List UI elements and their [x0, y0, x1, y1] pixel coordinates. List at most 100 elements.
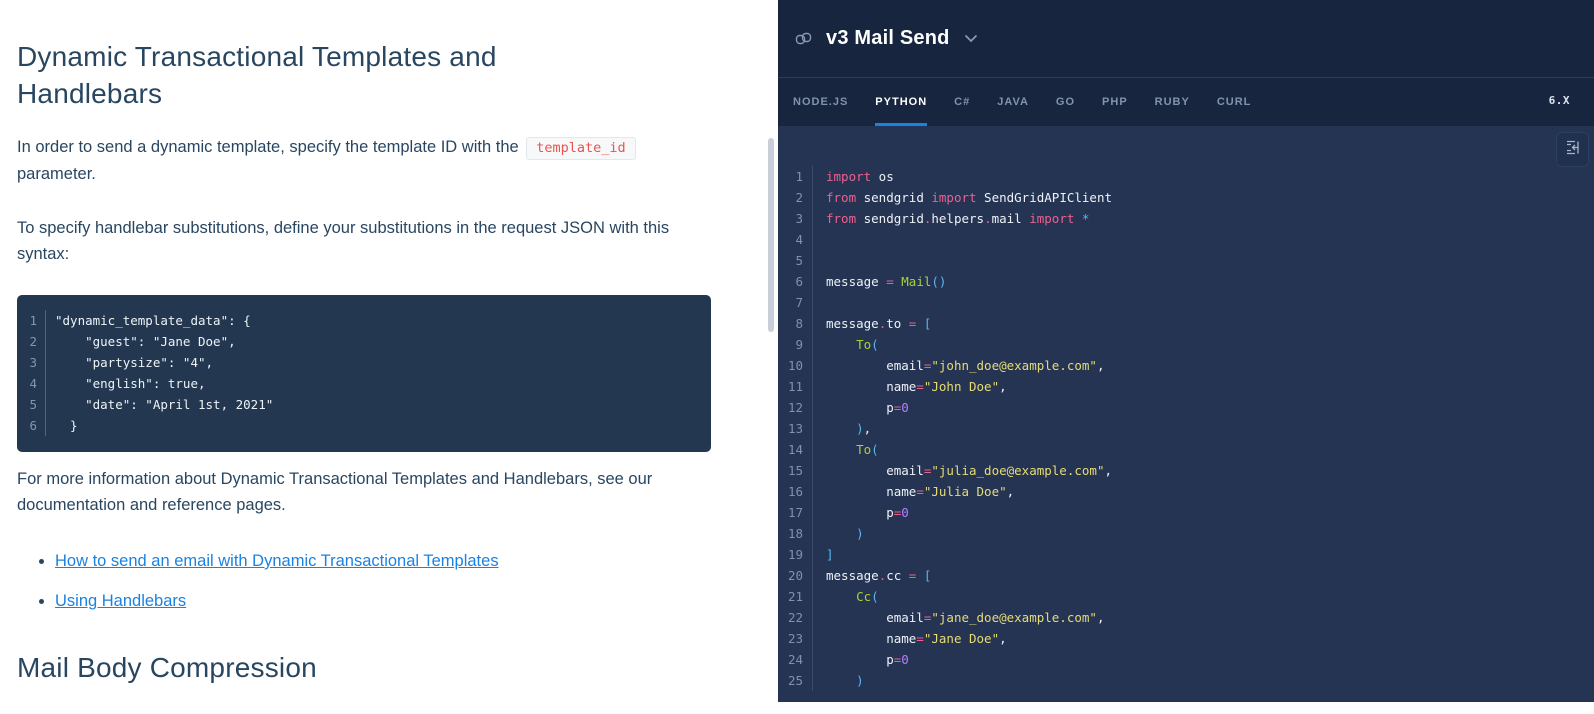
code-line: 4 "english": true,	[17, 373, 711, 394]
scrollbar-thumb[interactable]	[768, 138, 774, 332]
code-line: 18 )	[778, 523, 1594, 544]
code-text: p=0	[812, 649, 909, 670]
code-line: 4	[778, 229, 1594, 250]
page-title: Dynamic Transactional Templates and Hand…	[17, 41, 497, 109]
version-label[interactable]: 6.X	[1548, 94, 1570, 107]
doc-link-item: Using Handlebars	[55, 588, 736, 614]
example-selector[interactable]: v3 Mail Send	[795, 27, 978, 50]
doc-link[interactable]: Using Handlebars	[55, 592, 187, 610]
code-line: 7	[778, 292, 1594, 313]
code-text	[812, 250, 834, 271]
line-number: 1	[29, 313, 37, 328]
code-panel-header: v3 Mail Send	[778, 0, 1594, 78]
line-number: 8	[795, 316, 803, 331]
line-number: 14	[787, 442, 803, 457]
line-number: 5	[795, 253, 803, 268]
code-line: 19]	[778, 544, 1594, 565]
line-number: 2	[29, 334, 37, 349]
line-number: 1	[795, 169, 803, 184]
code-text: name="John Doe",	[812, 376, 1007, 397]
tab-go[interactable]: GO	[1055, 96, 1076, 108]
code-line: 14 To(	[778, 439, 1594, 460]
code-line: 22 email="jane_doe@example.com",	[778, 607, 1594, 628]
paragraph-more-info: For more information about Dynamic Trans…	[17, 470, 653, 514]
tab-c-[interactable]: C#	[954, 96, 971, 108]
code-line: 13 ),	[778, 418, 1594, 439]
code-text: "dynamic_template_data": {	[45, 310, 251, 331]
doc-links: How to send an email with Dynamic Transa…	[17, 548, 736, 614]
line-number: 4	[29, 376, 37, 391]
tab-ruby[interactable]: RUBY	[1154, 96, 1190, 108]
line-number: 17	[787, 505, 803, 520]
code-text: email="julia_doe@example.com",	[812, 460, 1112, 481]
line-number: 13	[787, 421, 803, 436]
section-title-mail-body-compression: Mail Body Compression	[17, 652, 317, 683]
link-icon	[795, 30, 812, 47]
code-line: 11 name="John Doe",	[778, 376, 1594, 397]
code-panel-title: v3 Mail Send	[826, 27, 950, 49]
code-line: 12 p=0	[778, 397, 1594, 418]
code-line: 3 from sendgrid.helpers.mail import *	[778, 208, 1594, 229]
paragraph-text: parameter.	[17, 165, 96, 183]
tab-php[interactable]: PHP	[1102, 96, 1128, 108]
tab-node-js[interactable]: NODE.JS	[793, 96, 849, 108]
code-text: from sendgrid.helpers.mail import *	[812, 208, 1089, 229]
code-text: p=0	[812, 397, 909, 418]
code-line: 10 email="john_doe@example.com",	[778, 355, 1594, 376]
code-line: 1 import os	[778, 166, 1594, 187]
code-panel: v3 Mail Send NODE.JS PYTHON C# JAVA GO PHP RUB…	[778, 0, 1594, 702]
inline-code-template-id: template_id	[526, 137, 636, 160]
code-text: Cc(	[812, 586, 879, 607]
code-lines: 1 import os 2 from sendgrid import SendGrid…	[778, 166, 1594, 691]
json-code-block: 1 "dynamic_template_data": {2 "guest": "J…	[17, 295, 711, 452]
line-number: 7	[795, 295, 803, 310]
code-text: email="jane_doe@example.com",	[812, 607, 1104, 628]
line-number: 3	[29, 355, 37, 370]
paragraph-text: In order to send a dynamic template, spe…	[17, 138, 524, 156]
language-tabs: NODE.JS PYTHON C# JAVA GO PHP RUBY CURL	[778, 78, 1594, 126]
line-number: 20	[787, 568, 803, 583]
expand-code-button[interactable]	[1556, 132, 1589, 167]
code-text: "guest": "Jane Doe",	[45, 331, 236, 352]
code-text: "partysize": "4",	[45, 352, 213, 373]
code-text: )	[812, 523, 864, 544]
line-number: 4	[795, 232, 803, 247]
line-number: 24	[787, 652, 803, 667]
code-line: 15 email="julia_doe@example.com",	[778, 460, 1594, 481]
line-number: 10	[787, 358, 803, 373]
tab-java[interactable]: JAVA	[997, 96, 1029, 108]
doc-link[interactable]: How to send an email with Dynamic Transa…	[55, 552, 499, 570]
code-text: name="Jane Doe",	[812, 628, 1007, 649]
line-number: 15	[787, 463, 803, 478]
line-number: 21	[787, 589, 803, 604]
code-text: message.cc = [	[812, 565, 931, 586]
chevron-down-icon	[964, 34, 978, 43]
tab-curl[interactable]: CURL	[1216, 96, 1252, 108]
line-number: 18	[787, 526, 803, 541]
code-text: import os	[812, 166, 894, 187]
code-text: message.to = [	[812, 313, 931, 334]
paragraph-syntax-intro: To specify handlebar substitutions, defi…	[17, 219, 670, 263]
code-text: message = Mail()	[812, 271, 946, 292]
code-text: }	[45, 415, 78, 436]
code-line: 24 p=0	[778, 649, 1594, 670]
paragraph-template-id: In order to send a dynamic template, spe…	[17, 134, 719, 187]
line-number: 6	[795, 274, 803, 289]
code-line: 23 name="Jane Doe",	[778, 628, 1594, 649]
code-text: email="john_doe@example.com",	[812, 355, 1104, 376]
line-number: 16	[787, 484, 803, 499]
code-line: 3 "partysize": "4",	[17, 352, 711, 373]
code-line: 16 name="Julia Doe",	[778, 481, 1594, 502]
line-number: 2	[795, 190, 803, 205]
code-line: 2 "guest": "Jane Doe",	[17, 331, 711, 352]
code-text: from sendgrid import SendGridAPIClient	[812, 187, 1112, 208]
line-number: 23	[787, 631, 803, 646]
code-text: "english": true,	[45, 373, 206, 394]
code-text: ),	[812, 418, 871, 439]
line-number: 22	[787, 610, 803, 625]
code-line: 5	[778, 250, 1594, 271]
code-text: )	[812, 670, 864, 691]
tab-python[interactable]: PYTHON	[875, 78, 928, 126]
doc-link-item: How to send an email with Dynamic Transa…	[55, 548, 736, 574]
code-line: 2 from sendgrid import SendGridAPIClient	[778, 187, 1594, 208]
